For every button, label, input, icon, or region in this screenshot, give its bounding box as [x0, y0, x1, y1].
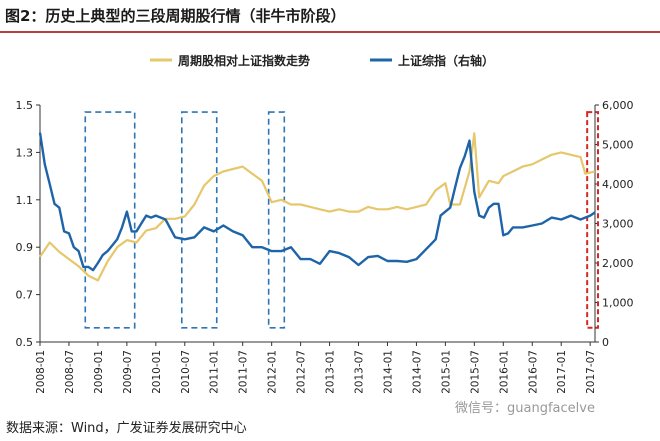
y-left-tick-label: 1.3 — [16, 146, 34, 159]
y-right-tick-label: 6,000 — [602, 99, 634, 112]
y-left-tick-label: 0.5 — [16, 336, 34, 349]
y-left-tick-label: 1.1 — [16, 194, 34, 207]
x-tick-label: 2017-07 — [585, 350, 597, 393]
y-right-tick-label: 5,000 — [602, 139, 634, 152]
highlight-box-blue — [267, 111, 286, 329]
x-tick-label: 2010-01 — [151, 350, 163, 393]
y-right-tick-label: 0 — [602, 336, 609, 349]
y-right-tick-label: 3,000 — [602, 218, 634, 231]
x-tick-label: 2012-01 — [267, 350, 279, 393]
y-right-tick-label: 2,000 — [602, 257, 634, 270]
highlight-box-blue — [180, 111, 218, 329]
y-left-tick-label: 0.9 — [16, 241, 34, 254]
x-tick-label: 2017-01 — [556, 350, 568, 393]
legend-label: 上证综指（右轴） — [398, 53, 494, 68]
line-chart: 0.5 0.7 0.9 1.1 1.3 1.5 0 1,000 2,000 3,000 4,000 5… — [16, 53, 634, 394]
y-right-tick-label: 1,000 — [602, 297, 634, 310]
series-line-index — [38, 132, 596, 272]
x-tick-label: 2015-01 — [440, 350, 452, 393]
x-tick-label: 2016-07 — [527, 350, 539, 393]
x-tick-label: 2011-07 — [238, 350, 250, 393]
source-note: 数据来源：Wind，广发证券发展研究中心 — [6, 421, 247, 436]
y-left-tick-label: 0.7 — [16, 289, 34, 302]
watermark: 微信号：guangfacelve — [455, 401, 595, 416]
x-tick-label: 2013-07 — [354, 350, 366, 393]
x-tick-label: 2009-01 — [93, 350, 105, 393]
x-tick-label: 2014-01 — [382, 350, 394, 393]
x-tick-label: 2012-07 — [296, 350, 308, 393]
y-right-tick-label: 4,000 — [602, 178, 634, 191]
chart-area: 0.5 0.7 0.9 1.1 1.3 1.5 0 1,000 2,000 3,000 4,000 5… — [0, 33, 660, 397]
x-tick-label: 2008-07 — [64, 350, 76, 393]
x-tick-label: 2008-01 — [35, 350, 47, 393]
title-bar: 图2：历史上典型的三段周期股行情（非牛市阶段） — [0, 0, 660, 30]
x-tick-label: 2010-07 — [180, 350, 192, 393]
chart-title: 图2：历史上典型的三段周期股行情（非牛市阶段） — [5, 7, 346, 25]
x-tick-label: 2016-01 — [498, 350, 510, 393]
x-tick-label: 2014-07 — [411, 350, 423, 393]
x-tick-label: 2015-07 — [469, 350, 481, 393]
series-line-relative — [39, 132, 596, 282]
title-divider — [0, 31, 660, 33]
x-tick-label: 2013-01 — [325, 350, 337, 393]
x-tick-label: 2011-01 — [209, 350, 221, 393]
highlight-box-red — [586, 111, 599, 329]
y-left-tick-label: 1.5 — [16, 99, 34, 112]
x-tick-label: 2009-07 — [122, 350, 134, 393]
highlight-box-blue — [84, 111, 136, 329]
legend-label: 周期股相对上证指数走势 — [178, 53, 310, 68]
